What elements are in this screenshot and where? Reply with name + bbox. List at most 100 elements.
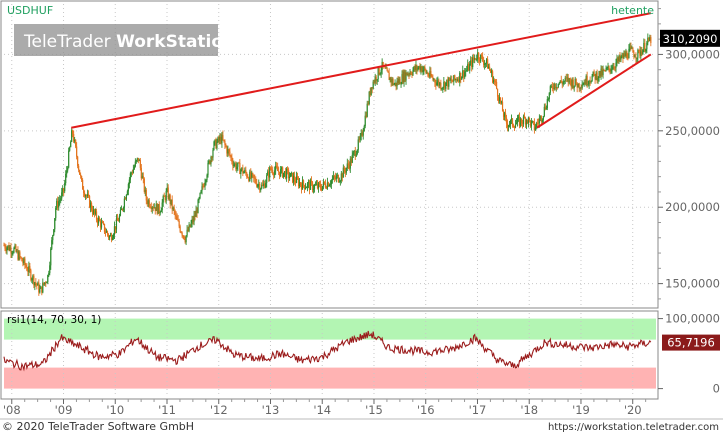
candle-body <box>398 78 400 84</box>
candle-body <box>570 80 572 87</box>
candle-body <box>245 169 247 174</box>
last-rsi-marker: 65,7196 <box>662 334 720 351</box>
candle-body <box>331 178 333 181</box>
candle-body <box>523 116 526 119</box>
candle-body <box>269 167 271 178</box>
candle-body <box>379 73 381 75</box>
candle-body <box>20 256 22 258</box>
candle-body <box>616 58 618 63</box>
candle-body <box>477 52 479 60</box>
candle-body <box>452 81 454 83</box>
candle-body <box>32 275 34 280</box>
candle-body <box>390 77 392 83</box>
candle-body <box>221 135 223 144</box>
candle-body <box>475 58 477 60</box>
candle-body <box>18 252 20 260</box>
candle-body <box>299 182 302 186</box>
candle-body <box>628 48 630 59</box>
candle-body <box>111 237 114 241</box>
candle-body <box>70 141 72 148</box>
candle-body <box>544 106 546 110</box>
candle-body <box>532 121 535 123</box>
candle-body <box>74 139 76 142</box>
candle-body <box>100 222 103 228</box>
candle-body <box>579 87 581 89</box>
candle-body <box>395 82 397 87</box>
candle-body <box>337 174 339 182</box>
candle-body <box>160 209 162 212</box>
candle-body <box>436 82 438 86</box>
symbol-label[interactable]: USDHUF <box>7 4 53 17</box>
price-axis: 150,0000 200,0000 250,0000 300,0000 <box>658 8 720 300</box>
candle-body <box>380 70 382 74</box>
workstation-link[interactable]: https://workstation.teletrader.com <box>548 422 719 433</box>
candle-body <box>12 252 14 254</box>
candle-body <box>608 66 610 69</box>
candle-body <box>99 221 102 228</box>
candle-body <box>189 224 191 227</box>
rsi-title[interactable]: rsi1(14, 70, 30, 1) <box>7 314 101 326</box>
candle-body <box>212 149 214 158</box>
candle-body <box>474 58 476 60</box>
candle-body <box>154 207 156 211</box>
candle-body <box>507 125 510 128</box>
candle-body <box>229 151 231 156</box>
candle-body <box>268 171 270 178</box>
candle-body <box>172 207 174 210</box>
candle-body <box>422 69 424 72</box>
candle-body <box>128 179 130 185</box>
candle-body <box>434 79 436 83</box>
candle-body <box>142 176 144 179</box>
candle-body <box>62 188 64 193</box>
candle-body <box>362 131 364 136</box>
candle-body <box>138 160 140 162</box>
candle-body <box>303 184 306 190</box>
candle-body <box>220 137 222 144</box>
candle-body <box>304 187 307 190</box>
candle-body <box>102 222 105 224</box>
candle-body <box>193 215 195 222</box>
candle-body <box>648 37 650 41</box>
time-tick-label: '16 <box>417 403 435 417</box>
candle-body <box>305 187 308 189</box>
candle-body <box>635 56 637 59</box>
candle-body <box>606 68 608 69</box>
candle-body <box>263 183 265 186</box>
candle-body <box>386 67 388 71</box>
candle-body <box>218 137 220 141</box>
candle-body <box>449 77 451 81</box>
candle-body <box>208 160 210 163</box>
candle-body <box>344 170 346 173</box>
candle-body <box>7 245 9 248</box>
candle-body <box>15 245 17 252</box>
candle-body <box>81 175 83 181</box>
candle-body <box>638 49 640 51</box>
candle-body <box>50 248 52 266</box>
candle-body <box>525 120 528 125</box>
candle-body <box>255 178 257 184</box>
candle-body <box>37 282 39 286</box>
candle-body <box>567 77 569 83</box>
candle-body <box>30 270 32 280</box>
candle-body <box>156 203 158 214</box>
candle-body <box>13 247 15 253</box>
candle-body <box>370 87 372 95</box>
candle-body <box>89 203 92 208</box>
candle-body <box>88 195 91 208</box>
candle-body <box>133 166 135 169</box>
candle-body <box>14 245 16 248</box>
candle-body <box>529 120 532 127</box>
candle-body <box>498 97 501 102</box>
candle-body <box>595 72 597 80</box>
candle-body <box>586 76 588 85</box>
candle-body <box>39 288 41 293</box>
period-label[interactable]: hetente <box>611 4 654 17</box>
candle-body <box>511 118 514 126</box>
candle-body <box>354 150 356 157</box>
candle-body <box>548 92 550 99</box>
candle-body <box>43 282 45 285</box>
candle-body <box>73 134 75 142</box>
candle-body <box>65 174 67 184</box>
time-tick-label: '18 <box>520 403 538 417</box>
